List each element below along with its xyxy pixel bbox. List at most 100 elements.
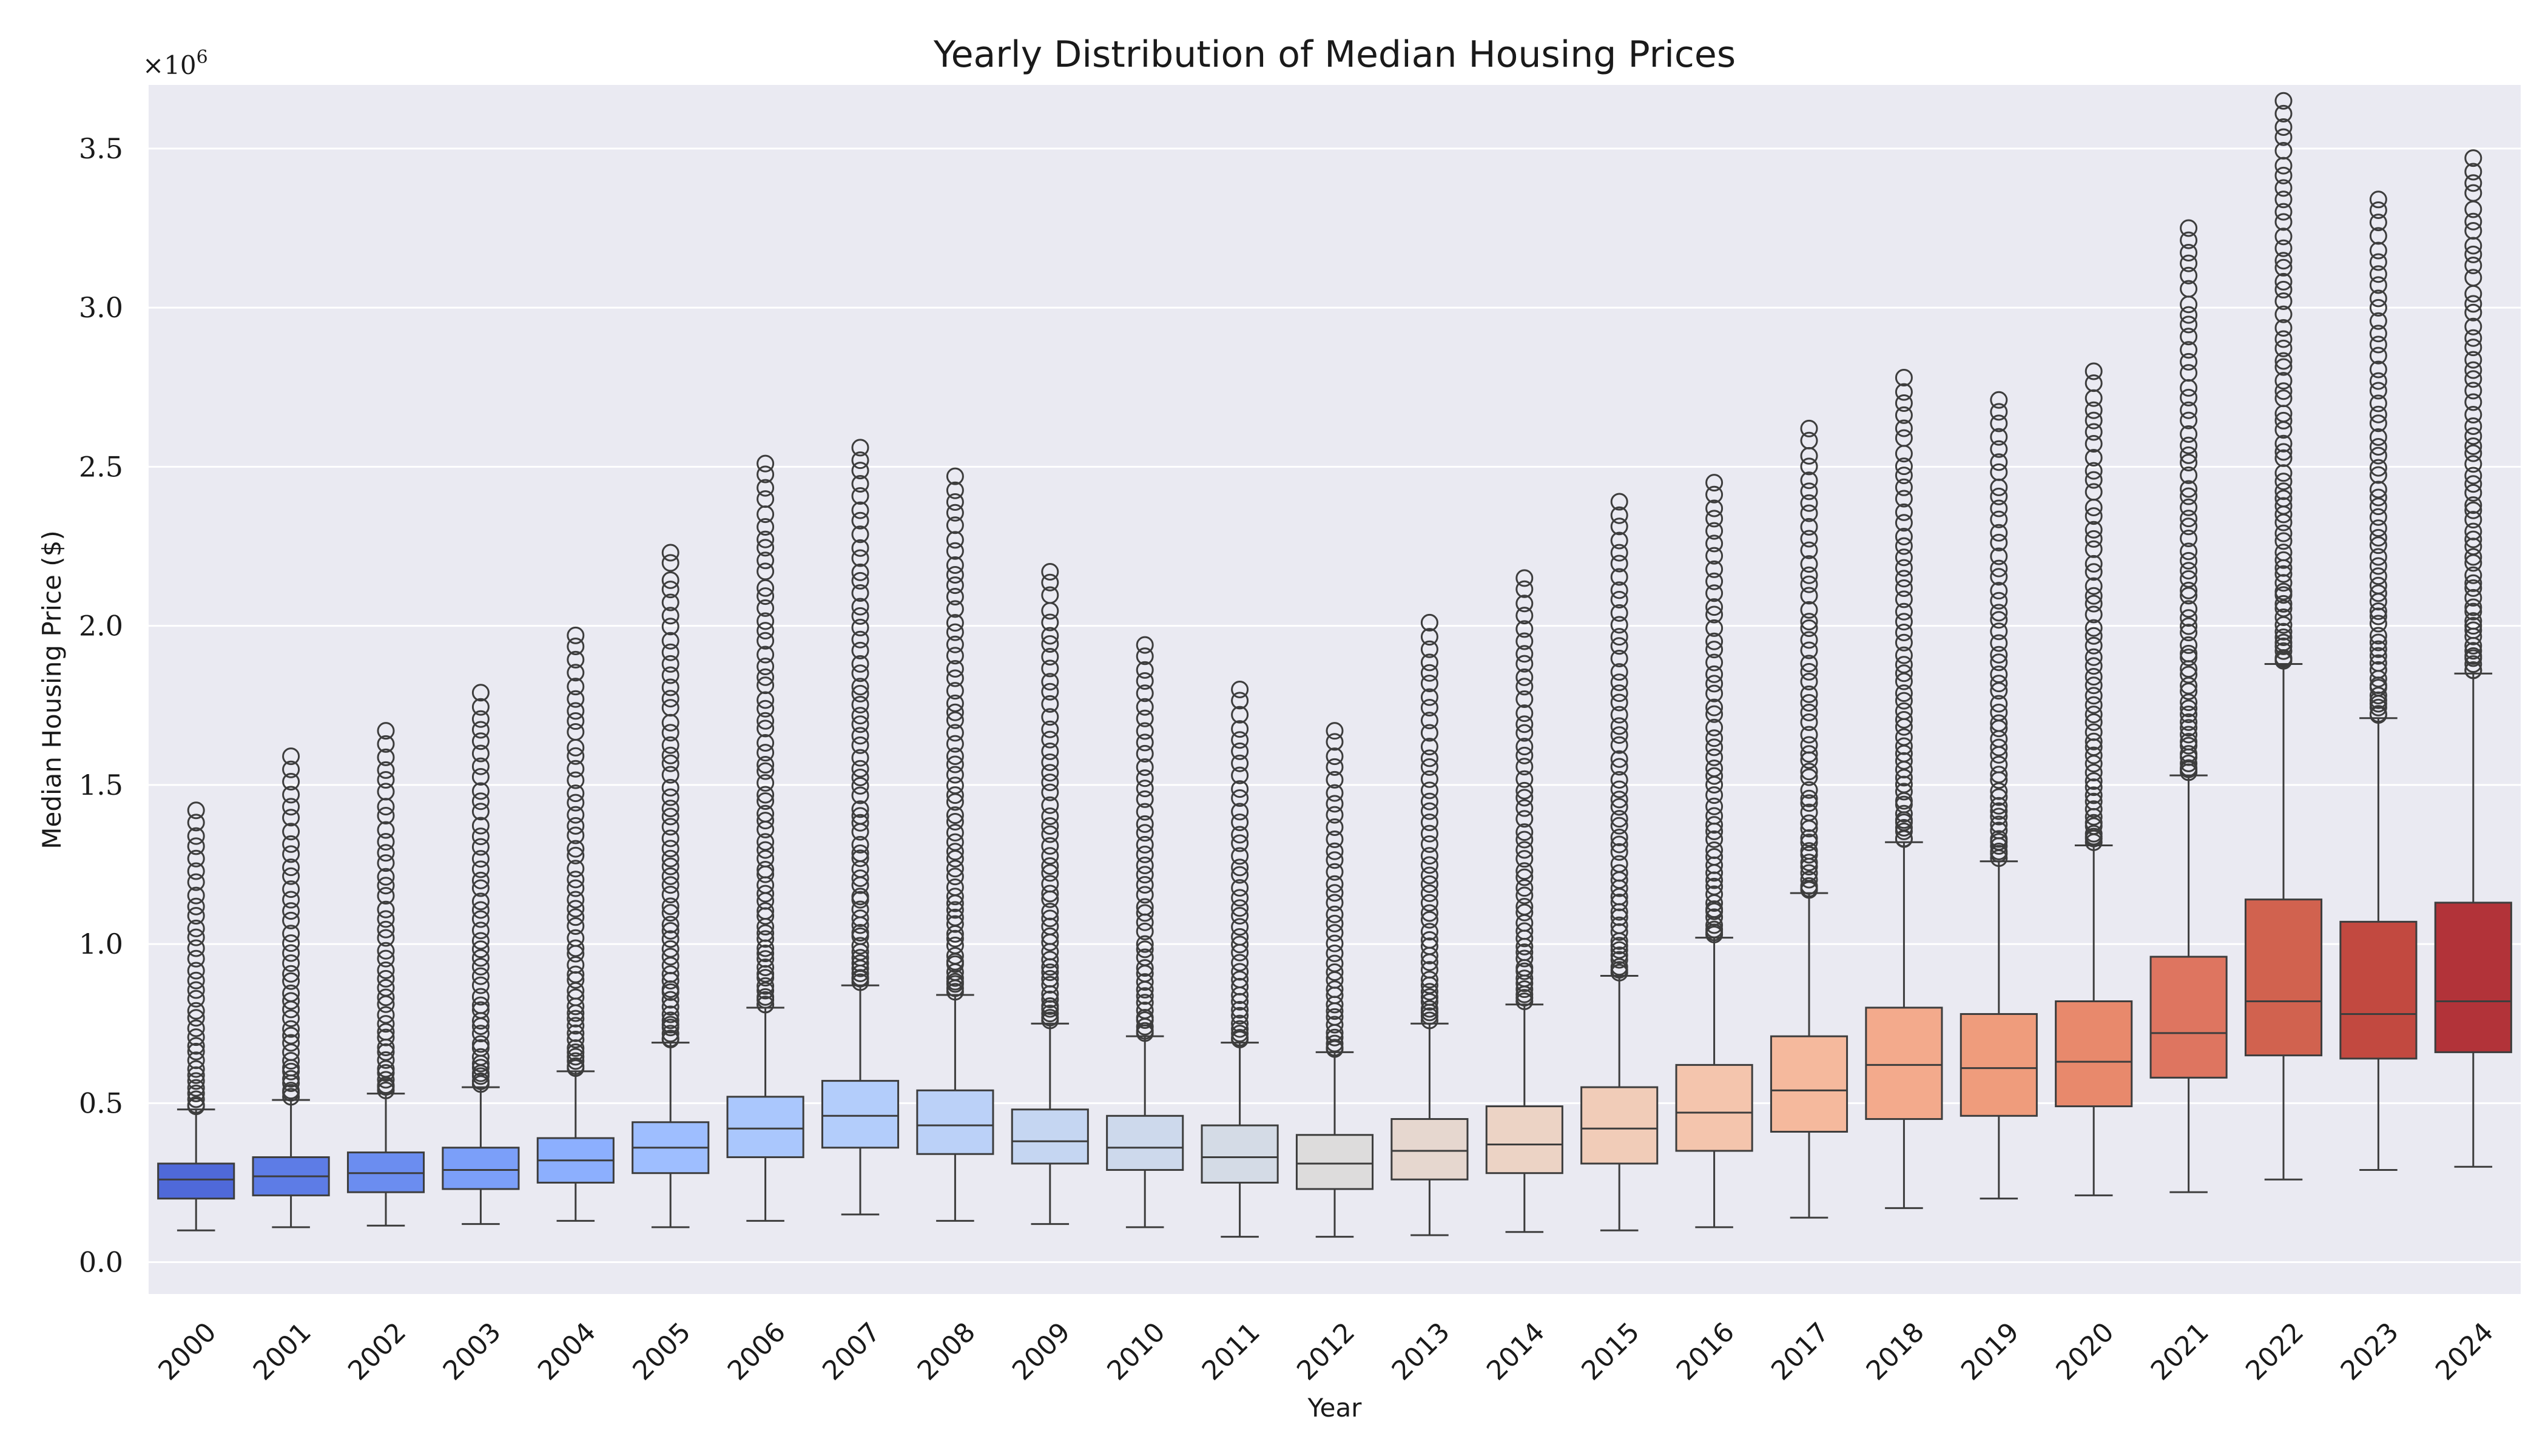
outlier-point bbox=[2369, 414, 2387, 433]
outlier-point bbox=[1515, 690, 1534, 709]
box-iqr bbox=[442, 1147, 520, 1190]
outlier-point bbox=[1705, 830, 1724, 848]
outlier-point bbox=[1515, 569, 1534, 587]
outlier-point bbox=[1895, 490, 1913, 508]
outlier-point bbox=[2274, 629, 2293, 647]
outlier-point bbox=[567, 1039, 585, 1057]
outlier-point bbox=[187, 1060, 205, 1078]
outlier-point bbox=[851, 563, 869, 581]
outlier-point bbox=[757, 841, 775, 859]
outlier-point bbox=[2085, 462, 2103, 480]
outlier-point bbox=[2085, 471, 2103, 489]
outlier-point bbox=[377, 783, 395, 801]
outlier-point bbox=[757, 885, 775, 903]
outlier-point bbox=[1136, 636, 1154, 654]
outlier-point bbox=[2274, 473, 2293, 491]
outlier-point bbox=[1420, 628, 1438, 646]
box-2020 bbox=[2055, 362, 2133, 1196]
outlier-point bbox=[757, 551, 775, 570]
outlier-point bbox=[567, 908, 585, 926]
outlier-point bbox=[2274, 166, 2293, 184]
outlier-point bbox=[1990, 499, 2008, 517]
outlier-point bbox=[1041, 720, 1059, 738]
outlier-point bbox=[471, 838, 490, 856]
outlier-point bbox=[471, 871, 490, 889]
outlier-point bbox=[1041, 774, 1059, 792]
outlier-point bbox=[2369, 382, 2387, 400]
outlier-point bbox=[1515, 781, 1534, 800]
outlier-point bbox=[946, 711, 964, 729]
outlier-point bbox=[946, 843, 964, 861]
outlier-point bbox=[2274, 318, 2293, 337]
outlier-point bbox=[2085, 800, 2103, 818]
outlier-point bbox=[2180, 280, 2198, 298]
outlier-point bbox=[1041, 673, 1059, 691]
outlier-point bbox=[2085, 627, 2103, 645]
outlier-point bbox=[1610, 780, 1628, 798]
outlier-point bbox=[851, 462, 869, 480]
outlier-point bbox=[1895, 369, 1913, 387]
outlier-point bbox=[851, 511, 869, 530]
outlier-point bbox=[2180, 498, 2198, 516]
outlier-point bbox=[377, 1015, 395, 1033]
outlier-point bbox=[1990, 604, 2008, 622]
outlier-point bbox=[1610, 544, 1628, 562]
outlier-point bbox=[1990, 453, 2008, 471]
outlier-point bbox=[2369, 394, 2387, 413]
outlier-point bbox=[2369, 253, 2387, 271]
outlier-point bbox=[377, 1043, 395, 1061]
outlier-point bbox=[2085, 563, 2103, 581]
outlier-point bbox=[1326, 924, 1344, 942]
outlier-point bbox=[1705, 653, 1724, 672]
outlier-point bbox=[1136, 948, 1154, 966]
outlier-point bbox=[661, 724, 679, 742]
outlier-point bbox=[1990, 611, 2008, 629]
y-tick-label: 2.5 bbox=[79, 450, 123, 483]
outliers bbox=[2180, 219, 2198, 781]
outlier-point bbox=[1800, 613, 1818, 631]
outlier-point bbox=[1800, 530, 1818, 548]
outlier-point bbox=[757, 804, 775, 823]
outlier-point bbox=[1610, 684, 1628, 703]
outlier-point bbox=[2369, 438, 2387, 456]
outlier-point bbox=[661, 997, 679, 1016]
outlier-point bbox=[1231, 866, 1249, 884]
outlier-point bbox=[1705, 534, 1724, 553]
outlier-point bbox=[2085, 668, 2103, 686]
outlier-point bbox=[2274, 272, 2293, 291]
outlier-point bbox=[1610, 843, 1628, 861]
outlier-point bbox=[2464, 393, 2482, 411]
outlier-point bbox=[946, 860, 964, 878]
outlier-point bbox=[1041, 648, 1059, 666]
outlier-point bbox=[661, 690, 679, 708]
outlier-point bbox=[1136, 922, 1154, 940]
outlier-point bbox=[1990, 703, 2008, 721]
outlier-point bbox=[1041, 997, 1059, 1015]
outlier-point bbox=[1990, 547, 2008, 565]
outlier-point bbox=[2180, 562, 2198, 580]
outlier-point bbox=[1136, 973, 1154, 991]
outlier-point bbox=[946, 824, 964, 842]
outlier-point bbox=[471, 721, 490, 739]
outlier-point bbox=[851, 641, 869, 659]
outlier-point bbox=[1041, 562, 1059, 581]
outlier-point bbox=[1610, 616, 1628, 634]
outliers bbox=[661, 544, 679, 1048]
outlier-point bbox=[1610, 798, 1628, 816]
outlier-point bbox=[2464, 382, 2482, 400]
outlier-point bbox=[1800, 631, 1818, 649]
outlier-point bbox=[1610, 893, 1628, 911]
outlier-point bbox=[1136, 815, 1154, 833]
outlier-point bbox=[1990, 414, 2008, 433]
outlier-point bbox=[1705, 807, 1724, 825]
outlier-point bbox=[1800, 789, 1818, 807]
outlier-point bbox=[1990, 766, 2008, 784]
outlier-point bbox=[1800, 587, 1818, 605]
outlier-point bbox=[1515, 632, 1534, 650]
outlier-point bbox=[1800, 431, 1818, 450]
outlier-point bbox=[1610, 649, 1628, 667]
outlier-point bbox=[1326, 733, 1344, 751]
outlier-point bbox=[2464, 317, 2482, 335]
outlier-point bbox=[282, 1009, 300, 1028]
outlier-point bbox=[1420, 971, 1438, 989]
